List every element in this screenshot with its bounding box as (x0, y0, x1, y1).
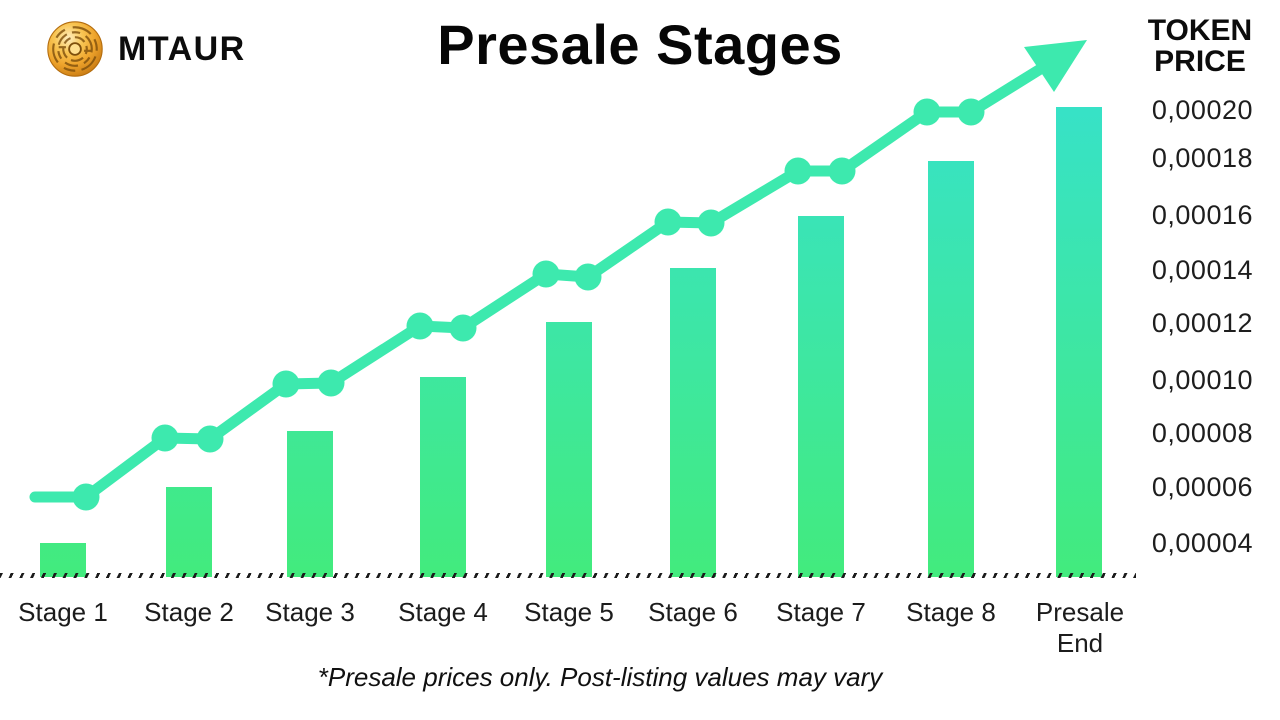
bar-presale-end (1056, 107, 1102, 577)
x-label-stage-7: Stage 7 (776, 597, 866, 627)
y-tick-00004: 0,00004 (1151, 528, 1253, 558)
y-tick-00014: 0,00014 (1151, 255, 1253, 285)
bar-stage-2 (166, 487, 212, 577)
bar-stage-5 (546, 322, 592, 577)
trend-dot (72, 483, 100, 511)
x-label-stage-6: Stage 6 (648, 597, 738, 627)
bar-stage-8 (928, 161, 974, 577)
x-label-stage-8: Stage 8 (906, 597, 996, 627)
trend-dots (72, 98, 985, 511)
brand-name: MTAUR (118, 29, 246, 68)
trend-dot (574, 263, 602, 291)
bar-stage-7 (798, 216, 844, 577)
mtaur-coin-icon (47, 21, 103, 77)
y-tick-00018: 0,00018 (1151, 143, 1253, 173)
bar-stage-6 (670, 268, 716, 577)
trend-dot (828, 157, 856, 185)
x-label-stage-2: Stage 2 (144, 597, 234, 627)
y-tick-00012: 0,00012 (1151, 308, 1253, 338)
y-tick-00010: 0,00010 (1151, 365, 1253, 395)
trend-dot (697, 209, 725, 237)
y-tick-00006: 0,00006 (1151, 472, 1253, 502)
x-label-presale-end: Presale End (1035, 597, 1125, 659)
y-tick-00008: 0,00008 (1151, 418, 1253, 448)
brand-lockup: MTAUR (46, 20, 246, 78)
trend-line (29, 62, 1048, 503)
y-axis-title: TOKEN PRICE (1138, 14, 1262, 78)
x-label-stage-4: Stage 4 (398, 597, 488, 627)
x-label-stage-3: Stage 3 (265, 597, 355, 627)
bar-stage-3 (287, 431, 333, 577)
x-label-stage-1: Stage 1 (18, 597, 108, 627)
trend-dot (654, 208, 682, 236)
trend-arrowhead-icon (1024, 40, 1087, 92)
page-title: Presale Stages (437, 13, 843, 76)
trend-dot (532, 260, 560, 288)
trend-dot (272, 370, 300, 398)
y-tick-00020: 0,00020 (1151, 95, 1253, 125)
y-axis-title-line2: PRICE (1154, 44, 1246, 78)
trend-dot (449, 314, 477, 342)
trend-dot (957, 98, 985, 126)
bar-stage-1 (40, 543, 86, 577)
trend-dot (196, 425, 224, 453)
trend-dot (317, 369, 345, 397)
x-axis-baseline (0, 573, 1136, 578)
y-axis-title-line1: TOKEN (1147, 14, 1253, 47)
trend-dot (406, 312, 434, 340)
trend-dot (913, 98, 941, 126)
x-label-stage-5: Stage 5 (524, 597, 614, 627)
trend-dot (784, 157, 812, 185)
trend-dot (151, 424, 179, 452)
y-tick-00016: 0,00016 (1151, 200, 1253, 230)
disclaimer-footnote: *Presale prices only. Post-listing value… (317, 662, 883, 692)
bar-stage-4 (420, 377, 466, 577)
